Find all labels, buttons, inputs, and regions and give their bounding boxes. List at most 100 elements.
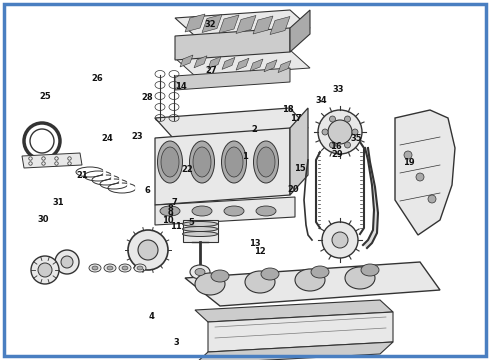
Circle shape <box>416 173 424 181</box>
Polygon shape <box>236 58 249 70</box>
Text: 33: 33 <box>332 85 344 94</box>
Ellipse shape <box>107 266 113 270</box>
Ellipse shape <box>190 265 210 279</box>
Ellipse shape <box>89 264 101 272</box>
Polygon shape <box>253 16 273 34</box>
Circle shape <box>332 232 348 248</box>
Ellipse shape <box>361 264 379 276</box>
Ellipse shape <box>256 206 276 216</box>
Polygon shape <box>175 68 290 90</box>
Text: 32: 32 <box>205 20 217 29</box>
Text: 30: 30 <box>37 215 49 224</box>
Circle shape <box>344 116 350 122</box>
Text: 31: 31 <box>52 198 64 207</box>
Polygon shape <box>175 10 310 36</box>
Ellipse shape <box>137 266 143 270</box>
Text: 9: 9 <box>168 210 173 219</box>
Text: 25: 25 <box>39 92 51 101</box>
Ellipse shape <box>261 268 279 280</box>
Text: 28: 28 <box>141 94 153 103</box>
Text: 10: 10 <box>162 216 173 225</box>
Circle shape <box>404 151 412 159</box>
Polygon shape <box>202 14 222 32</box>
Polygon shape <box>155 128 290 205</box>
Polygon shape <box>208 312 393 352</box>
Text: 29: 29 <box>331 150 343 158</box>
Polygon shape <box>195 300 393 322</box>
Circle shape <box>55 250 79 274</box>
Text: 17: 17 <box>290 114 301 123</box>
Ellipse shape <box>225 147 243 177</box>
Circle shape <box>428 195 436 203</box>
Circle shape <box>31 256 59 284</box>
Polygon shape <box>290 108 308 195</box>
Circle shape <box>322 129 328 135</box>
Text: 21: 21 <box>76 171 88 180</box>
Ellipse shape <box>224 206 244 216</box>
Polygon shape <box>180 55 193 67</box>
Text: 8: 8 <box>168 204 173 212</box>
Ellipse shape <box>192 206 212 216</box>
Ellipse shape <box>257 147 275 177</box>
Ellipse shape <box>122 266 128 270</box>
Polygon shape <box>395 110 455 235</box>
Circle shape <box>328 120 352 144</box>
Text: 7: 7 <box>171 198 177 207</box>
Ellipse shape <box>160 206 180 216</box>
Polygon shape <box>175 50 310 76</box>
Text: 3: 3 <box>173 338 179 347</box>
Circle shape <box>329 142 336 148</box>
Polygon shape <box>185 14 205 32</box>
Ellipse shape <box>221 141 246 183</box>
Circle shape <box>138 240 158 260</box>
Circle shape <box>38 263 52 277</box>
Circle shape <box>329 116 336 122</box>
Ellipse shape <box>104 264 116 272</box>
Ellipse shape <box>195 269 205 275</box>
Bar <box>183 220 218 242</box>
Ellipse shape <box>193 147 211 177</box>
Ellipse shape <box>245 271 275 293</box>
Polygon shape <box>155 197 295 225</box>
Polygon shape <box>208 57 221 69</box>
Ellipse shape <box>182 226 218 231</box>
Ellipse shape <box>195 273 225 295</box>
Ellipse shape <box>311 266 329 278</box>
Ellipse shape <box>92 266 98 270</box>
Circle shape <box>318 110 362 154</box>
Polygon shape <box>290 10 310 52</box>
Polygon shape <box>363 148 378 248</box>
Polygon shape <box>195 342 393 360</box>
Ellipse shape <box>157 141 182 183</box>
Text: 11: 11 <box>171 222 182 231</box>
Ellipse shape <box>134 264 146 272</box>
Text: 34: 34 <box>315 96 327 105</box>
Polygon shape <box>185 262 440 306</box>
Text: 26: 26 <box>91 74 103 83</box>
Circle shape <box>352 129 358 135</box>
Circle shape <box>128 230 168 270</box>
Text: 4: 4 <box>149 311 155 320</box>
Polygon shape <box>219 15 239 33</box>
Circle shape <box>322 222 358 258</box>
Polygon shape <box>175 28 290 60</box>
Ellipse shape <box>190 141 215 183</box>
Ellipse shape <box>253 141 278 183</box>
Circle shape <box>344 142 350 148</box>
Polygon shape <box>264 60 277 72</box>
Polygon shape <box>278 60 291 73</box>
Text: 22: 22 <box>181 166 193 175</box>
Polygon shape <box>155 108 308 138</box>
Ellipse shape <box>345 267 375 289</box>
Ellipse shape <box>161 147 179 177</box>
Text: 19: 19 <box>403 158 415 167</box>
Ellipse shape <box>211 270 229 282</box>
Text: 27: 27 <box>205 66 217 75</box>
Text: 20: 20 <box>287 185 299 194</box>
Polygon shape <box>194 56 207 68</box>
Text: 14: 14 <box>175 82 187 91</box>
Ellipse shape <box>182 221 218 226</box>
Circle shape <box>61 256 73 268</box>
Ellipse shape <box>119 264 131 272</box>
Text: 5: 5 <box>188 218 194 227</box>
